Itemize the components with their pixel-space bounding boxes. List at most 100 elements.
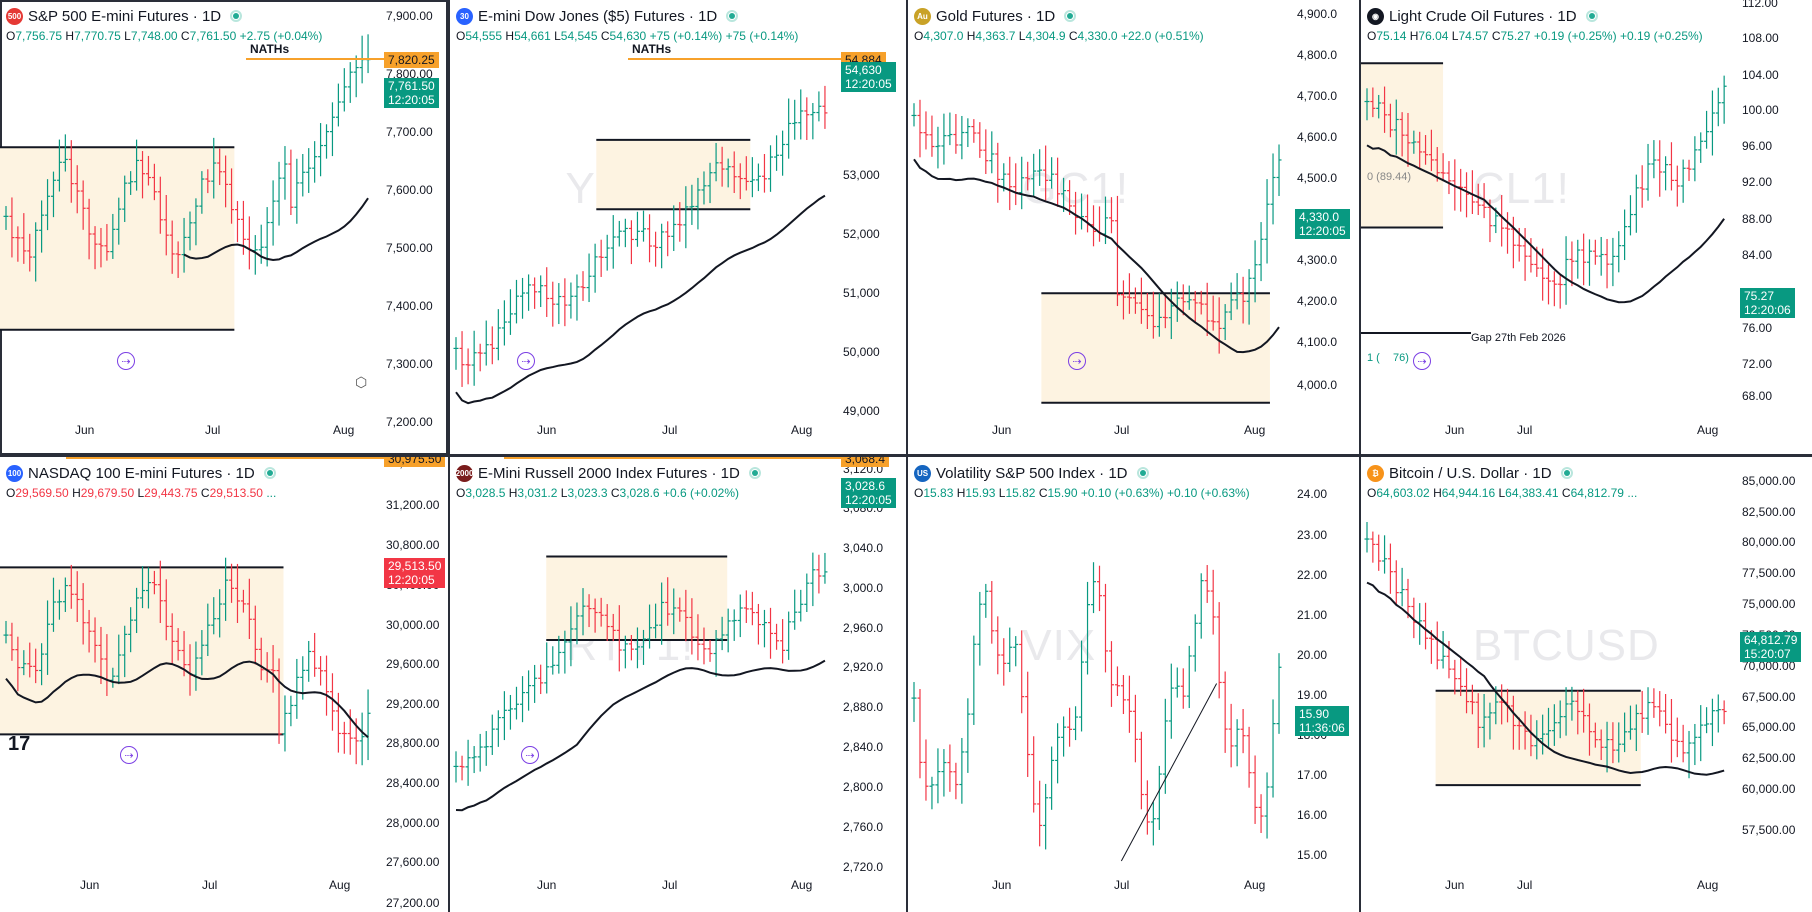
ohlc-legend: O75.14 H76.04 L74.57 C75.27 +0.19 (+0.25… bbox=[1367, 29, 1703, 43]
price-chart[interactable] bbox=[1361, 0, 1812, 455]
price-bar bbox=[1162, 698, 1168, 794]
ohlc-value: +0.6 (+0.02%) bbox=[662, 486, 739, 500]
price-bar bbox=[1469, 170, 1475, 215]
symbol-title[interactable]: Volatility S&P 500 Index · 1D bbox=[936, 464, 1128, 482]
price-tick-label: 7,400.00 bbox=[386, 299, 433, 313]
time-tick-label: Aug bbox=[329, 878, 351, 892]
price-chart[interactable] bbox=[1361, 457, 1812, 912]
symbol-header[interactable]: 500 S&P 500 E-mini Futures · 1D bbox=[6, 6, 378, 26]
price-bar bbox=[568, 606, 574, 667]
price-axis[interactable]: 112.00 108.00 104.00 100.00 96.00 92.00 88.00 8… bbox=[1742, 0, 1812, 455]
chart-pane-rty[interactable]: RTY1! 3,120.0 3,080.0 3,040.0 3,000.0 2,960.0… bbox=[450, 457, 906, 912]
symbol-header[interactable]: Au Gold Futures · 1D bbox=[914, 6, 1289, 26]
events-arrow-icon[interactable]: ⇢ bbox=[521, 746, 539, 764]
price-bar bbox=[1007, 627, 1013, 673]
price-axis[interactable]: 24.0023.0022.0021.0020.0019.0018.0017.00… bbox=[1297, 457, 1359, 912]
price-bar bbox=[312, 632, 318, 677]
price-bar bbox=[507, 694, 513, 730]
symbol-title[interactable]: Gold Futures · 1D bbox=[936, 7, 1056, 25]
price-bar bbox=[217, 589, 223, 638]
events-arrow-icon[interactable]: ⇢ bbox=[120, 746, 138, 764]
price-bar bbox=[792, 99, 798, 140]
price-bar bbox=[1270, 699, 1276, 798]
ohlc-value: 4,307.0 bbox=[923, 29, 964, 43]
symbol-header[interactable]: ◉ Light Crude Oil Futures · 1D bbox=[1367, 6, 1742, 26]
price-bar bbox=[983, 583, 989, 618]
price-chart[interactable] bbox=[450, 0, 906, 455]
price-tick-label: 7,500.00 bbox=[386, 241, 433, 255]
symbol-header[interactable]: 100 NASDAQ 100 E-mini Futures · 1D bbox=[6, 463, 378, 483]
symbol-logo-icon: Au bbox=[914, 7, 931, 25]
chart-pane-gc[interactable]: GC1! 4,900.0 4,800.0 4,700.0 4,600.0 4,500.0 4… bbox=[908, 0, 1359, 455]
price-bar bbox=[252, 605, 258, 665]
chart-pane-cl[interactable]: CL1! 112.00 108.00 104.00 100.00 96.00 92.00 88… bbox=[1361, 0, 1812, 455]
chart-pane-ym[interactable]: YM1!54,00053,00052,00051,00050,00049,000… bbox=[450, 0, 906, 455]
price-bar bbox=[1680, 724, 1686, 763]
price-chart[interactable] bbox=[0, 457, 448, 912]
price-chart[interactable] bbox=[908, 0, 1359, 455]
price-tick-label: 2,920.0 bbox=[843, 660, 884, 674]
symbol-title[interactable]: E-mini Dow Jones ($5) Futures · 1D bbox=[478, 7, 718, 25]
last-price-tag: 54,630 12:20:05 bbox=[841, 62, 896, 92]
events-arrow-icon[interactable]: ⇢ bbox=[1413, 352, 1431, 370]
symbol-header[interactable]: ₿ Bitcoin / U.S. Dollar · 1D bbox=[1367, 463, 1742, 483]
price-bar bbox=[1610, 722, 1616, 764]
symbol-header[interactable]: 2000 E-Mini Russell 2000 Index Futures · … bbox=[456, 463, 836, 483]
time-tick-label: Aug bbox=[333, 423, 355, 437]
events-arrow-icon[interactable]: ⇢ bbox=[1068, 352, 1086, 370]
price-chart[interactable] bbox=[908, 457, 1359, 912]
price-axis[interactable]: 3,120.0 3,080.0 3,040.0 3,000.0 2,960.0 2,920… bbox=[843, 457, 906, 912]
symbol-title[interactable]: Bitcoin / U.S. Dollar · 1D bbox=[1389, 464, 1552, 482]
symbol-title[interactable]: Light Crude Oil Futures · 1D bbox=[1389, 7, 1577, 25]
price-tick-label: 75,000.00 bbox=[1742, 597, 1796, 611]
moving-average-line bbox=[913, 158, 1280, 354]
price-bar bbox=[1715, 694, 1721, 733]
price-bar bbox=[1657, 140, 1663, 197]
symbol-title[interactable]: S&P 500 E-mini Futures · 1D bbox=[28, 7, 222, 25]
price-bar bbox=[786, 98, 792, 159]
price-tick-label: 4,300.0 bbox=[1297, 253, 1338, 267]
price-bar bbox=[774, 623, 780, 650]
price-bar bbox=[134, 587, 140, 634]
nath-price-tag: 3,068.4 bbox=[841, 457, 890, 467]
time-tick-label: Jun bbox=[75, 423, 95, 437]
price-bar bbox=[616, 220, 622, 247]
price-tick-label: 4,500.0 bbox=[1297, 171, 1338, 185]
price-bar bbox=[294, 658, 300, 719]
price-bar bbox=[1013, 163, 1019, 206]
price-bar bbox=[520, 277, 526, 319]
price-tick-label: 65,000.00 bbox=[1742, 720, 1796, 734]
ohlc-key: C bbox=[600, 29, 610, 43]
chart-pane-es[interactable]: ES1!7,900.007,800.007,700.007,600.007,50… bbox=[0, 0, 448, 455]
price-bar bbox=[56, 139, 62, 192]
price-bar bbox=[1516, 717, 1522, 750]
price-bar bbox=[647, 214, 653, 263]
ohlc-value: 7,748.00 bbox=[130, 29, 178, 43]
events-arrow-icon[interactable]: ⇢ bbox=[117, 352, 135, 370]
ohlc-key: L bbox=[560, 486, 568, 500]
price-bar bbox=[193, 198, 199, 246]
symbol-header[interactable]: 30 E-mini Dow Jones ($5) Futures · 1D bbox=[456, 6, 836, 26]
price-axis[interactable]: 7,900.00 7,800.00 7,700.00 7,600.00 7,500.00… bbox=[386, 0, 448, 455]
price-bar bbox=[995, 142, 1001, 203]
symbol-title[interactable]: E-Mini Russell 2000 Index Futures · 1D bbox=[478, 464, 740, 482]
price-axis[interactable]: 85,000.00 82,500.00 80,000.00 77,500.00 75,0… bbox=[1742, 457, 1812, 912]
price-axis[interactable]: 31,600.0031,200.0030,800.0030,400.0030,0… bbox=[386, 457, 448, 912]
chart-pane-btc[interactable]: BTCUSD 85,000.00 82,500.00 80,000.00 77,500.… bbox=[1361, 457, 1812, 912]
chart-pane-nq[interactable]: NQ1!31,600.0031,200.0030,800.0030,400.00… bbox=[0, 457, 448, 912]
pane-divider[interactable] bbox=[0, 454, 1812, 457]
price-bar bbox=[774, 135, 780, 171]
tradingview-logo[interactable]: 17 bbox=[8, 733, 31, 755]
price-tick-label: 24.00 bbox=[1297, 487, 1328, 501]
chart-pane-vix[interactable]: VIX24.0023.0022.0021.0020.0019.0018.0017… bbox=[908, 457, 1359, 912]
bar-countdown: 12:20:05 bbox=[845, 493, 892, 507]
symbol-title[interactable]: NASDAQ 100 E-mini Futures · 1D bbox=[28, 464, 255, 482]
events-arrow-icon[interactable]: ⇢ bbox=[517, 352, 535, 370]
chart-settings-icon[interactable]: ⬡ bbox=[355, 374, 368, 390]
ohlc-key: H bbox=[65, 29, 75, 43]
symbol-header[interactable]: US Volatility S&P 500 Index · 1D bbox=[914, 463, 1289, 483]
price-chart[interactable] bbox=[0, 0, 448, 455]
price-bar bbox=[347, 62, 353, 103]
price-bar bbox=[989, 581, 995, 644]
price-chart[interactable] bbox=[450, 457, 906, 912]
